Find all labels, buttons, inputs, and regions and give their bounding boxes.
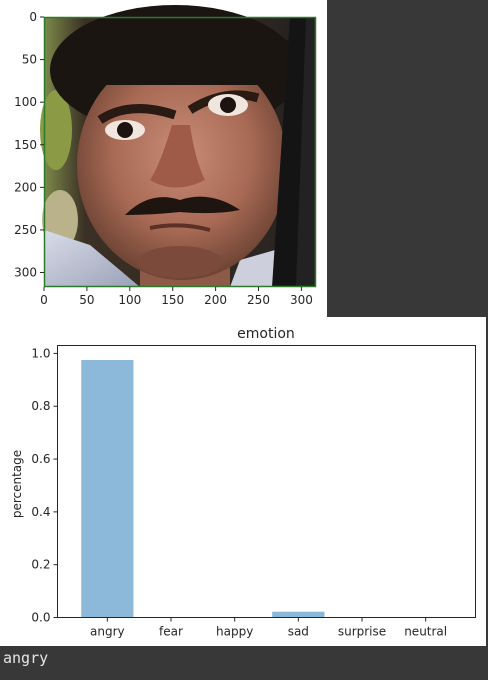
x-tick-label-fear: fear [159,625,183,639]
image-x-tick-label: 300 [290,293,313,307]
y-tick-label: 0.4 [31,505,50,519]
x-tick-label-surprise: surprise [338,625,386,639]
y-tick-label: 0.6 [31,452,50,466]
bar-angry [81,360,134,618]
y-tick-label: 0.8 [31,399,50,413]
chart-x-axis: angry fear happy sad surprise neutral [90,617,447,639]
image-y-tick-label: 200 [14,180,37,194]
image-y-tick-label: 50 [22,53,37,67]
x-tick-label-sad: sad [288,625,309,639]
prediction-output-text: angry [3,649,49,667]
image-x-tick-label: 250 [247,293,270,307]
emotion-chart-figure: emotion percentage 0.0 0.2 0.4 0.6 0.8 1.0 an… [0,317,486,646]
chart-y-axis-label: percentage [10,450,24,518]
emotion-bar-chart: emotion percentage 0.0 0.2 0.4 0.6 0.8 1.0 an… [10,326,476,639]
chart-bars [81,360,325,618]
image-x-tick-label: 150 [161,293,184,307]
chart-title: emotion [237,326,295,342]
image-y-tick-label: 300 [14,266,37,280]
image-x-tick-label: 100 [118,293,141,307]
image-y-axis: 0 50 100 150 200 250 300 [14,10,44,280]
bar-sad [272,611,325,618]
image-figure: 0 50 100 150 200 250 300 0 50 100 150 200 250 300 [0,0,327,317]
chart-y-axis: 0.0 0.2 0.4 0.6 0.8 1.0 [31,346,58,625]
chart-frame [57,345,476,618]
image-y-tick-label: 150 [14,138,37,152]
image-x-tick-label: 50 [79,293,94,307]
image-x-tick-label: 200 [204,293,227,307]
image-y-tick-label: 100 [14,95,37,109]
face-photo [40,5,316,287]
image-y-tick-label: 250 [14,223,37,237]
x-tick-label-happy: happy [216,625,253,639]
y-tick-label: 1.0 [31,346,50,360]
image-x-tick-label: 0 [40,293,48,307]
image-x-axis: 0 50 100 150 200 250 300 [40,287,313,307]
x-tick-label-angry: angry [90,625,125,639]
y-tick-label: 0.2 [31,558,50,572]
image-y-tick-label: 0 [29,10,37,24]
image-border [43,16,317,288]
image-plot: 0 50 100 150 200 250 300 0 50 100 150 200 250 300 [14,5,317,307]
x-tick-label-neutral: neutral [404,625,447,639]
y-tick-label: 0.0 [31,611,50,625]
